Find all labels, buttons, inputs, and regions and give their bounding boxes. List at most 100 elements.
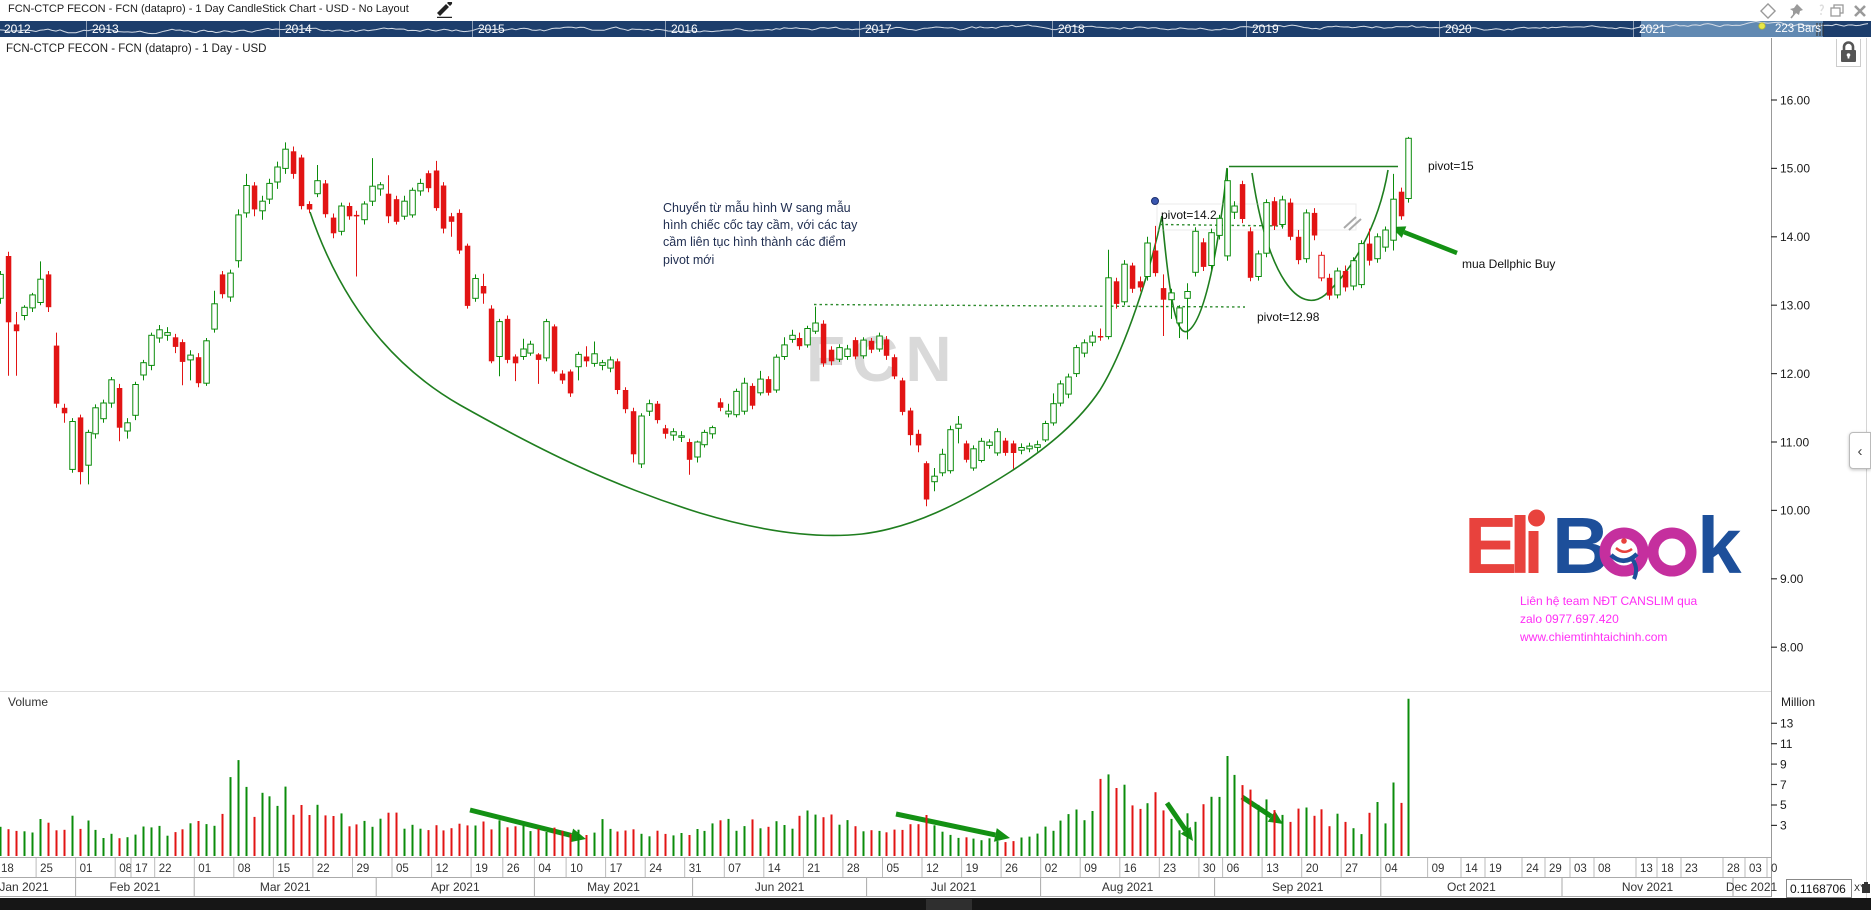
svg-text:13: 13 [1640, 863, 1653, 875]
svg-text:10.00: 10.00 [1780, 504, 1810, 518]
svg-text:9.00: 9.00 [1780, 572, 1804, 586]
svg-text:E: E [1464, 503, 1517, 590]
svg-text:5: 5 [1780, 798, 1787, 812]
svg-text:0: 0 [1771, 863, 1777, 875]
svg-text:2013: 2013 [92, 22, 119, 36]
svg-text:2012: 2012 [4, 22, 31, 36]
svg-text:2016: 2016 [671, 22, 698, 36]
svg-text:08: 08 [1598, 863, 1611, 875]
svg-text:28: 28 [1727, 863, 1740, 875]
svg-text:2017: 2017 [865, 22, 892, 36]
svg-text:17: 17 [610, 863, 623, 875]
svg-text:pivot=12.98: pivot=12.98 [1257, 310, 1320, 324]
svg-text:28: 28 [847, 863, 860, 875]
svg-text:pivot=15: pivot=15 [1428, 159, 1474, 173]
svg-text:22: 22 [317, 863, 330, 875]
svg-text:29: 29 [1549, 863, 1562, 875]
svg-text:19: 19 [475, 863, 488, 875]
svg-text:pivot=14.2: pivot=14.2 [1161, 208, 1217, 222]
svg-text:Aug 2021: Aug 2021 [1102, 880, 1154, 894]
svg-text:29: 29 [357, 863, 370, 875]
svg-text:Jun 2021: Jun 2021 [755, 880, 805, 894]
svg-text:20: 20 [1306, 863, 1319, 875]
svg-text:Dec 2021: Dec 2021 [1726, 880, 1778, 894]
svg-text:09: 09 [1432, 863, 1445, 875]
svg-text:Jan 2021: Jan 2021 [0, 880, 49, 894]
svg-text:16: 16 [1124, 863, 1137, 875]
svg-text:30: 30 [1203, 863, 1216, 875]
svg-text:Sep 2021: Sep 2021 [1272, 880, 1324, 894]
svg-text:17: 17 [135, 863, 148, 875]
svg-text:04: 04 [538, 863, 551, 875]
svg-text:15.00: 15.00 [1780, 162, 1810, 176]
svg-text:23: 23 [1163, 863, 1176, 875]
svg-text:05: 05 [887, 863, 900, 875]
svg-text:Jul 2021: Jul 2021 [931, 880, 977, 894]
svg-text:23: 23 [1685, 863, 1698, 875]
svg-text:01: 01 [80, 863, 93, 875]
svg-text:06: 06 [1227, 863, 1240, 875]
svg-text:May 2021: May 2021 [587, 880, 640, 894]
svg-text:02: 02 [1045, 863, 1058, 875]
svg-text:l: l [1509, 503, 1531, 590]
svg-text:18: 18 [1, 863, 14, 875]
svg-text:pivot mới: pivot mới [663, 253, 714, 267]
svg-text:Nov 2021: Nov 2021 [1622, 880, 1674, 894]
svg-text:09: 09 [1084, 863, 1097, 875]
svg-text:03: 03 [1749, 863, 1762, 875]
svg-text:2019: 2019 [1252, 22, 1279, 36]
svg-text:24: 24 [1526, 863, 1539, 875]
svg-text:mua Dellphic Buy: mua Dellphic Buy [1462, 257, 1555, 271]
svg-text:Mar 2021: Mar 2021 [260, 880, 311, 894]
svg-text:27: 27 [1345, 863, 1358, 875]
svg-text:8.00: 8.00 [1780, 641, 1804, 655]
svg-text:2021: 2021 [1639, 22, 1666, 36]
svg-text:13: 13 [1780, 717, 1794, 731]
svg-text:14: 14 [1465, 863, 1478, 875]
svg-text:25: 25 [40, 863, 53, 875]
svg-text:Apr 2021: Apr 2021 [431, 880, 480, 894]
svg-text:12.00: 12.00 [1780, 367, 1810, 381]
svg-text:2018: 2018 [1058, 22, 1085, 36]
svg-text:11: 11 [1780, 737, 1793, 751]
svg-text:2020: 2020 [1445, 22, 1472, 36]
svg-text:26: 26 [507, 863, 520, 875]
svg-text:24: 24 [649, 863, 662, 875]
svg-text:07: 07 [728, 863, 741, 875]
svg-text:Oct 2021: Oct 2021 [1447, 880, 1496, 894]
svg-text:Million: Million [1781, 695, 1815, 709]
svg-text:18: 18 [1661, 863, 1674, 875]
svg-text:Chuyển từ mẫu hình W sang mẫu: Chuyển từ mẫu hình W sang mẫu [663, 200, 851, 215]
svg-text:19: 19 [966, 863, 979, 875]
svg-text:10: 10 [570, 863, 583, 875]
svg-text:Volume: Volume [8, 695, 48, 709]
svg-text:15: 15 [277, 863, 290, 875]
svg-text:19: 19 [1489, 863, 1502, 875]
svg-text:hình chiếc cốc tay cầm, với cá: hình chiếc cốc tay cầm, với các tay [663, 218, 858, 232]
svg-text:14: 14 [768, 863, 781, 875]
svg-text:7: 7 [1780, 778, 1787, 792]
svg-text:08: 08 [238, 863, 251, 875]
svg-text:2015: 2015 [478, 22, 505, 36]
svg-text:26: 26 [1005, 863, 1018, 875]
svg-text:16.00: 16.00 [1780, 93, 1810, 107]
svg-text:14.00: 14.00 [1780, 230, 1810, 244]
svg-text:13: 13 [1266, 863, 1279, 875]
svg-text:12: 12 [926, 863, 939, 875]
svg-text:05: 05 [396, 863, 409, 875]
svg-text:cầm liên tục hình thành các đi: cầm liên tục hình thành các điểm [663, 235, 846, 249]
svg-text:Feb 2021: Feb 2021 [110, 880, 161, 894]
svg-text:11.00: 11.00 [1780, 435, 1809, 449]
svg-text:22: 22 [159, 863, 172, 875]
svg-text:08: 08 [119, 863, 132, 875]
svg-text:03: 03 [1574, 863, 1587, 875]
svg-text:12: 12 [436, 863, 449, 875]
svg-text:01: 01 [198, 863, 211, 875]
svg-text:k: k [1697, 503, 1742, 590]
svg-text:31: 31 [689, 863, 702, 875]
svg-text:04: 04 [1385, 863, 1398, 875]
svg-text:3: 3 [1780, 819, 1787, 833]
svg-text:13.00: 13.00 [1780, 299, 1810, 313]
svg-text:2014: 2014 [285, 22, 312, 36]
svg-text:21: 21 [807, 863, 820, 875]
